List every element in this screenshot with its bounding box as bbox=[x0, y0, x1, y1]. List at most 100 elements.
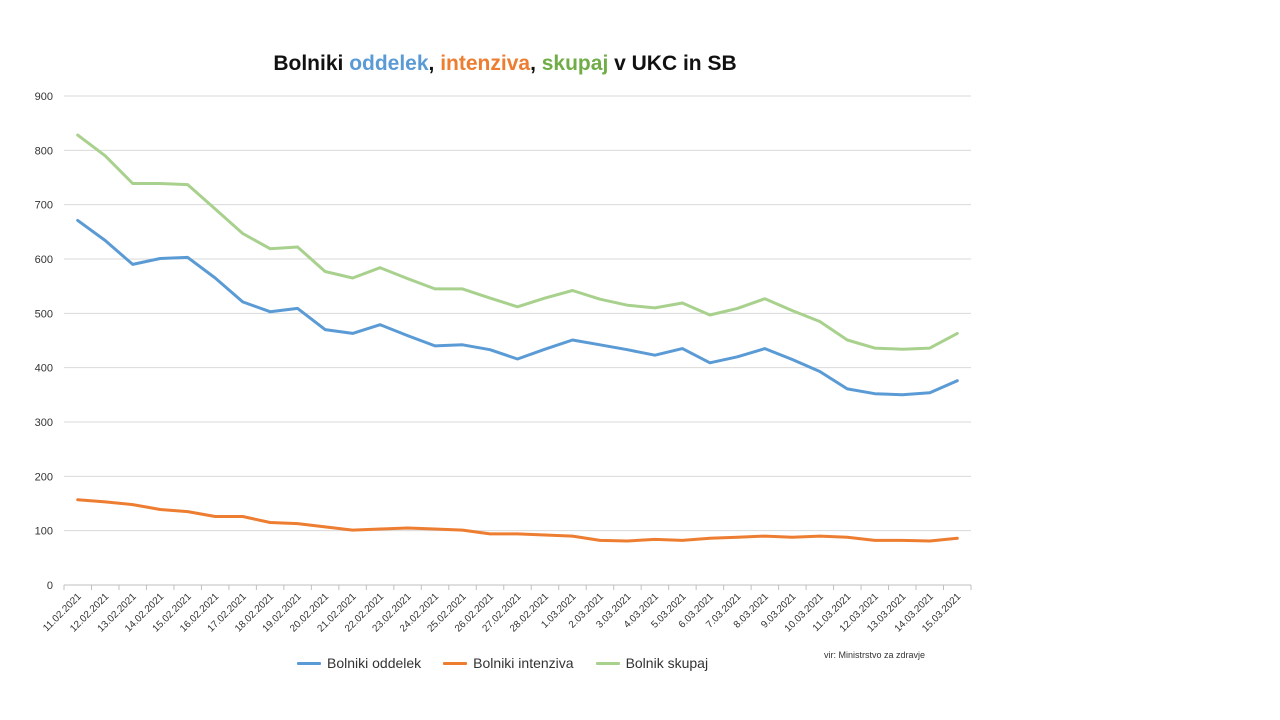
data-point bbox=[433, 344, 437, 348]
legend-label: Bolniki oddelek bbox=[327, 655, 422, 671]
data-point bbox=[461, 528, 464, 532]
data-point bbox=[186, 183, 189, 186]
data-point bbox=[708, 361, 712, 364]
chart-title: Bolniki oddelek, intenziva, skupaj v UKC… bbox=[0, 52, 1010, 76]
title-oddelek: oddelek bbox=[349, 52, 429, 75]
data-point bbox=[791, 536, 794, 539]
data-point bbox=[268, 310, 272, 313]
data-point bbox=[681, 347, 684, 350]
data-point bbox=[901, 539, 904, 542]
data-point bbox=[818, 370, 821, 373]
data-point bbox=[956, 332, 959, 335]
data-point bbox=[268, 521, 272, 524]
data-point bbox=[214, 276, 217, 280]
data-point bbox=[598, 298, 602, 301]
title-intenziva: intenziva bbox=[440, 52, 531, 75]
source-note: vir: Ministrstvo za zdravje bbox=[824, 650, 926, 660]
data-point bbox=[378, 266, 382, 269]
data-point bbox=[296, 522, 299, 525]
data-point bbox=[296, 245, 299, 249]
data-point bbox=[186, 256, 189, 259]
data-point bbox=[571, 338, 574, 342]
data-point bbox=[323, 270, 327, 273]
data-point bbox=[406, 277, 409, 280]
data-point bbox=[763, 534, 767, 538]
data-point bbox=[76, 498, 79, 501]
data-point bbox=[516, 357, 519, 361]
data-point bbox=[791, 358, 794, 361]
data-point bbox=[928, 346, 931, 350]
y-tick-label: 0 bbox=[47, 580, 53, 592]
data-point bbox=[626, 304, 629, 307]
data-point bbox=[214, 207, 217, 211]
data-point bbox=[818, 534, 821, 538]
data-point bbox=[76, 133, 79, 137]
series-line-3 bbox=[76, 133, 959, 351]
data-point bbox=[351, 528, 354, 532]
data-point bbox=[241, 232, 244, 235]
legend-item-skupaj[interactable]: Bolnik skupaj bbox=[595, 655, 708, 671]
data-point bbox=[626, 348, 629, 351]
data-point bbox=[159, 257, 162, 260]
data-point bbox=[653, 354, 657, 357]
legend-item-intenziva[interactable]: Bolniki intenziva bbox=[443, 655, 574, 671]
data-point bbox=[818, 320, 821, 323]
y-tick-label: 600 bbox=[35, 254, 53, 266]
data-point bbox=[488, 348, 492, 351]
data-point bbox=[763, 297, 767, 300]
data-point bbox=[241, 515, 244, 518]
data-point bbox=[406, 334, 409, 337]
y-tick-label: 900 bbox=[35, 91, 53, 103]
legend-swatch-orange bbox=[443, 661, 468, 665]
data-point bbox=[543, 348, 547, 351]
data-point bbox=[131, 263, 134, 266]
chart-legend: Bolniki oddelek Bolniki intenziva Bolnik… bbox=[297, 655, 708, 671]
data-point bbox=[873, 346, 876, 350]
data-point bbox=[571, 534, 574, 538]
data-point bbox=[488, 532, 492, 536]
data-point bbox=[956, 379, 959, 382]
data-point bbox=[268, 247, 272, 250]
data-point bbox=[736, 536, 739, 539]
legend-item-oddelek[interactable]: Bolniki oddelek bbox=[297, 655, 421, 671]
data-point bbox=[131, 182, 134, 185]
y-tick-label: 400 bbox=[35, 363, 53, 375]
data-point bbox=[571, 289, 574, 292]
legend-swatch-green bbox=[595, 661, 620, 665]
data-point bbox=[873, 539, 876, 542]
data-point bbox=[653, 306, 657, 310]
data-point bbox=[901, 393, 904, 396]
data-point bbox=[763, 347, 767, 350]
data-point bbox=[681, 539, 684, 542]
data-point bbox=[736, 355, 739, 358]
data-point bbox=[433, 287, 437, 291]
data-point bbox=[351, 276, 354, 280]
y-tick-label: 300 bbox=[35, 417, 53, 429]
title-skupaj: skupaj bbox=[541, 52, 609, 75]
data-point bbox=[241, 300, 244, 304]
data-point bbox=[846, 387, 849, 391]
data-point bbox=[131, 503, 134, 506]
legend-swatch-blue bbox=[297, 661, 321, 665]
data-point bbox=[598, 343, 602, 346]
data-point bbox=[461, 343, 464, 346]
data-point bbox=[846, 338, 849, 342]
data-point bbox=[736, 307, 739, 310]
data-point bbox=[433, 527, 437, 531]
data-point bbox=[159, 182, 162, 185]
title-part: Bolniki bbox=[273, 52, 350, 75]
title-sep: , bbox=[428, 52, 441, 75]
data-point bbox=[406, 526, 409, 530]
data-point bbox=[516, 532, 519, 536]
data-point bbox=[296, 307, 299, 310]
data-point bbox=[516, 305, 519, 308]
data-point bbox=[543, 533, 547, 537]
y-tick-label: 100 bbox=[35, 526, 53, 538]
data-point bbox=[708, 313, 712, 317]
data-point bbox=[653, 538, 657, 541]
data-point bbox=[873, 392, 876, 395]
data-point bbox=[791, 309, 794, 312]
data-point bbox=[928, 391, 931, 394]
data-point bbox=[846, 536, 849, 539]
